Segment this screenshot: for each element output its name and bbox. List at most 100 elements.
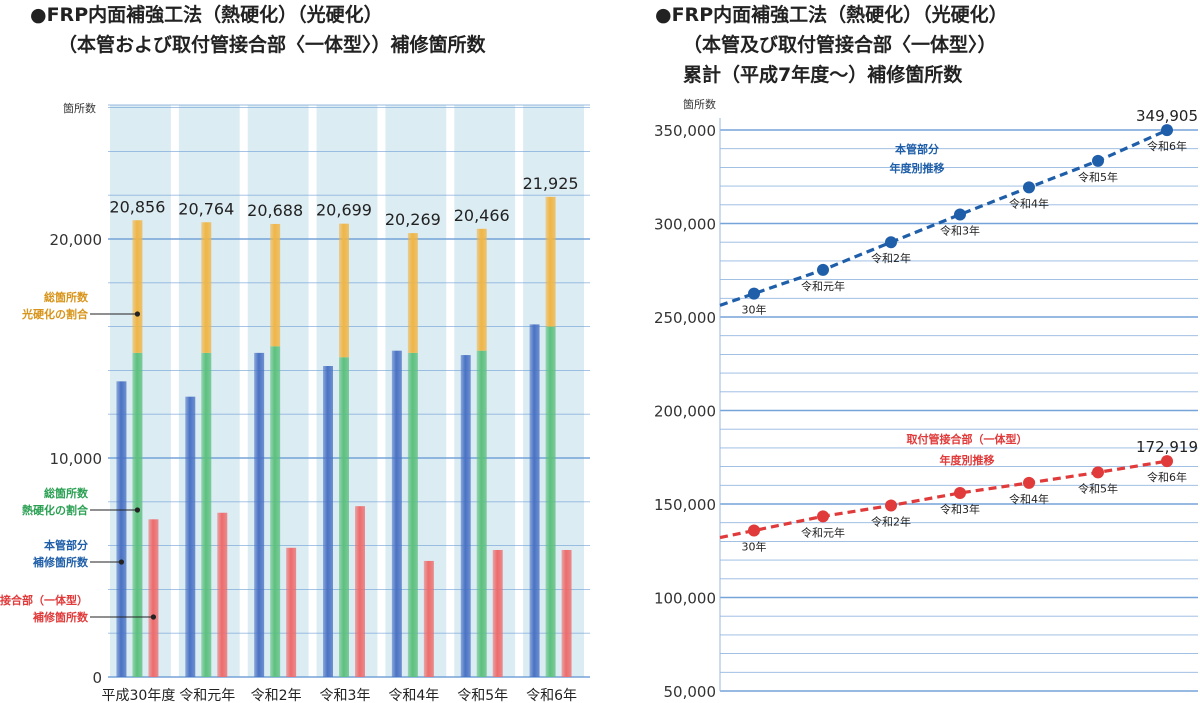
legend-leader-dot <box>134 507 141 513</box>
data-point <box>885 236 897 249</box>
x-point-label: 令和3年 <box>940 224 980 238</box>
data-point <box>1023 181 1035 194</box>
series-name-line1: 取付管接合部（一体型） <box>907 432 1028 446</box>
bar-blue <box>116 381 127 677</box>
data-point <box>954 208 966 221</box>
y-tick-label: 0 <box>92 669 102 687</box>
x-point-label: 令和3年 <box>940 502 980 516</box>
y-tick-label: 150,000 <box>654 496 716 514</box>
series-line <box>719 459 1168 540</box>
x-point-label: 令和4年 <box>1009 196 1049 210</box>
bar-orange <box>201 222 212 353</box>
legend-label-line1: 総箇所数 <box>44 486 89 500</box>
right-title-line3: 累計（平成7年度～）補修箇所数 <box>683 64 963 86</box>
data-point <box>817 510 829 523</box>
bar-blue <box>391 350 402 677</box>
y-tick-label: 350,000 <box>654 122 716 140</box>
legend-leader-dot <box>134 311 141 317</box>
right-title-line1: ●FRP内面補強工法（熱硬化）（光硬化） <box>655 4 1008 26</box>
x-point-label: 30年 <box>742 303 767 317</box>
x-point-label: 令和2年 <box>871 514 911 528</box>
bar-red <box>561 549 572 677</box>
bar-green <box>270 346 281 677</box>
data-point <box>1092 466 1104 479</box>
bar-blue <box>323 366 333 677</box>
y-axis-label: 箇所数 <box>683 97 716 111</box>
bar-green <box>201 352 212 677</box>
right-chart-title: ●FRP内面補強工法（熱硬化）（光硬化） （本管及び取付管接合部〈一体型〉） 累… <box>655 0 1008 90</box>
data-point <box>1161 124 1173 137</box>
bar-green <box>476 350 487 677</box>
x-point-label: 令和4年 <box>1009 492 1049 506</box>
x-point-label: 令和6年 <box>1147 470 1187 484</box>
x-category-label: 令和3年 <box>320 688 371 703</box>
x-point-label: 令和2年 <box>871 251 911 265</box>
y-tick-label: 300,000 <box>654 216 716 234</box>
y-tick-label: 200,000 <box>654 403 716 421</box>
bar-red <box>492 549 503 677</box>
x-category-label: 令和6年 <box>526 688 577 703</box>
x-point-label: 令和5年 <box>1078 170 1118 184</box>
x-point-label: 30年 <box>742 540 767 554</box>
bar-green <box>545 326 556 677</box>
total-value-label: 20,764 <box>178 199 234 218</box>
bar-red <box>286 547 297 677</box>
y-axis-label: 箇所数 <box>63 101 96 115</box>
bar-green <box>339 357 349 677</box>
total-value-label: 21,925 <box>523 174 579 193</box>
y-tick-label: 50,000 <box>664 683 717 701</box>
bar-orange <box>476 228 487 351</box>
total-value-label: 20,699 <box>316 201 372 220</box>
legend-label-line2: 光硬化の割合 <box>21 307 89 321</box>
data-point <box>1161 455 1173 468</box>
total-value-label: 20,466 <box>454 206 510 225</box>
bar-orange <box>407 233 418 353</box>
x-point-label: 令和6年 <box>1147 139 1187 153</box>
bar-green <box>132 352 143 677</box>
bar-orange <box>270 223 281 347</box>
left-bar-chart: 箇所数 0 10,000 20,000 20,856 平成30年度 20,764 令和元年 20… <box>0 101 590 703</box>
series-name-line2: 年度別推移 <box>940 453 995 467</box>
data-point <box>1023 476 1035 489</box>
x-point-label: 令和5年 <box>1078 481 1118 495</box>
left-chart-title: ●FRP内面補強工法（熱硬化）（光硬化） （本管および取付管接合部〈一体型〉）補… <box>30 0 486 60</box>
y-tick-label: 250,000 <box>654 309 716 327</box>
bar-orange <box>545 196 556 327</box>
right-title-line2: （本管及び取付管接合部〈一体型〉） <box>683 34 997 56</box>
total-value-label: 20,856 <box>109 197 165 216</box>
data-point <box>748 524 760 537</box>
data-point <box>885 499 897 512</box>
data-point <box>1092 154 1104 167</box>
left-title-line1: ●FRP内面補強工法（熱硬化）（光硬化） <box>30 4 383 26</box>
legend-label-line1: 本管部分 <box>44 538 88 552</box>
x-category-label: 令和2年 <box>251 688 302 703</box>
legend-label-line1: 接合部（一体型） <box>0 593 88 607</box>
bar-blue <box>460 355 471 677</box>
bar-blue <box>254 352 265 677</box>
y-tick-label: 10,000 <box>50 450 103 468</box>
total-value-label: 20,269 <box>385 210 441 229</box>
left-title-line2: （本管および取付管接合部〈一体型〉）補修箇所数 <box>58 34 486 56</box>
legend-label-line2: 補修箇所数 <box>32 610 89 624</box>
legend-label-line2: 熱硬化の割合 <box>22 503 89 517</box>
bar-red <box>148 519 159 677</box>
bar-red <box>217 512 228 677</box>
bar-orange <box>339 223 349 358</box>
legend-leader-dot <box>118 559 125 565</box>
series-name-line1: 本管部分 <box>895 142 939 156</box>
series-line <box>719 128 1168 307</box>
legend-leader-dot <box>150 614 157 620</box>
bar-orange <box>132 220 143 353</box>
bar-red <box>355 506 365 677</box>
bar-blue <box>185 396 196 677</box>
data-point <box>748 287 760 300</box>
legend-label-line1: 総箇所数 <box>44 290 89 304</box>
bar-blue <box>529 324 540 677</box>
legend-label-line2: 補修箇所数 <box>32 555 89 569</box>
y-tick-label: 20,000 <box>50 231 103 249</box>
data-point <box>954 486 966 499</box>
end-value-label: 172,919 <box>1136 438 1198 456</box>
total-value-label: 20,688 <box>247 201 303 220</box>
x-category-label: 平成30年度 <box>102 688 176 703</box>
